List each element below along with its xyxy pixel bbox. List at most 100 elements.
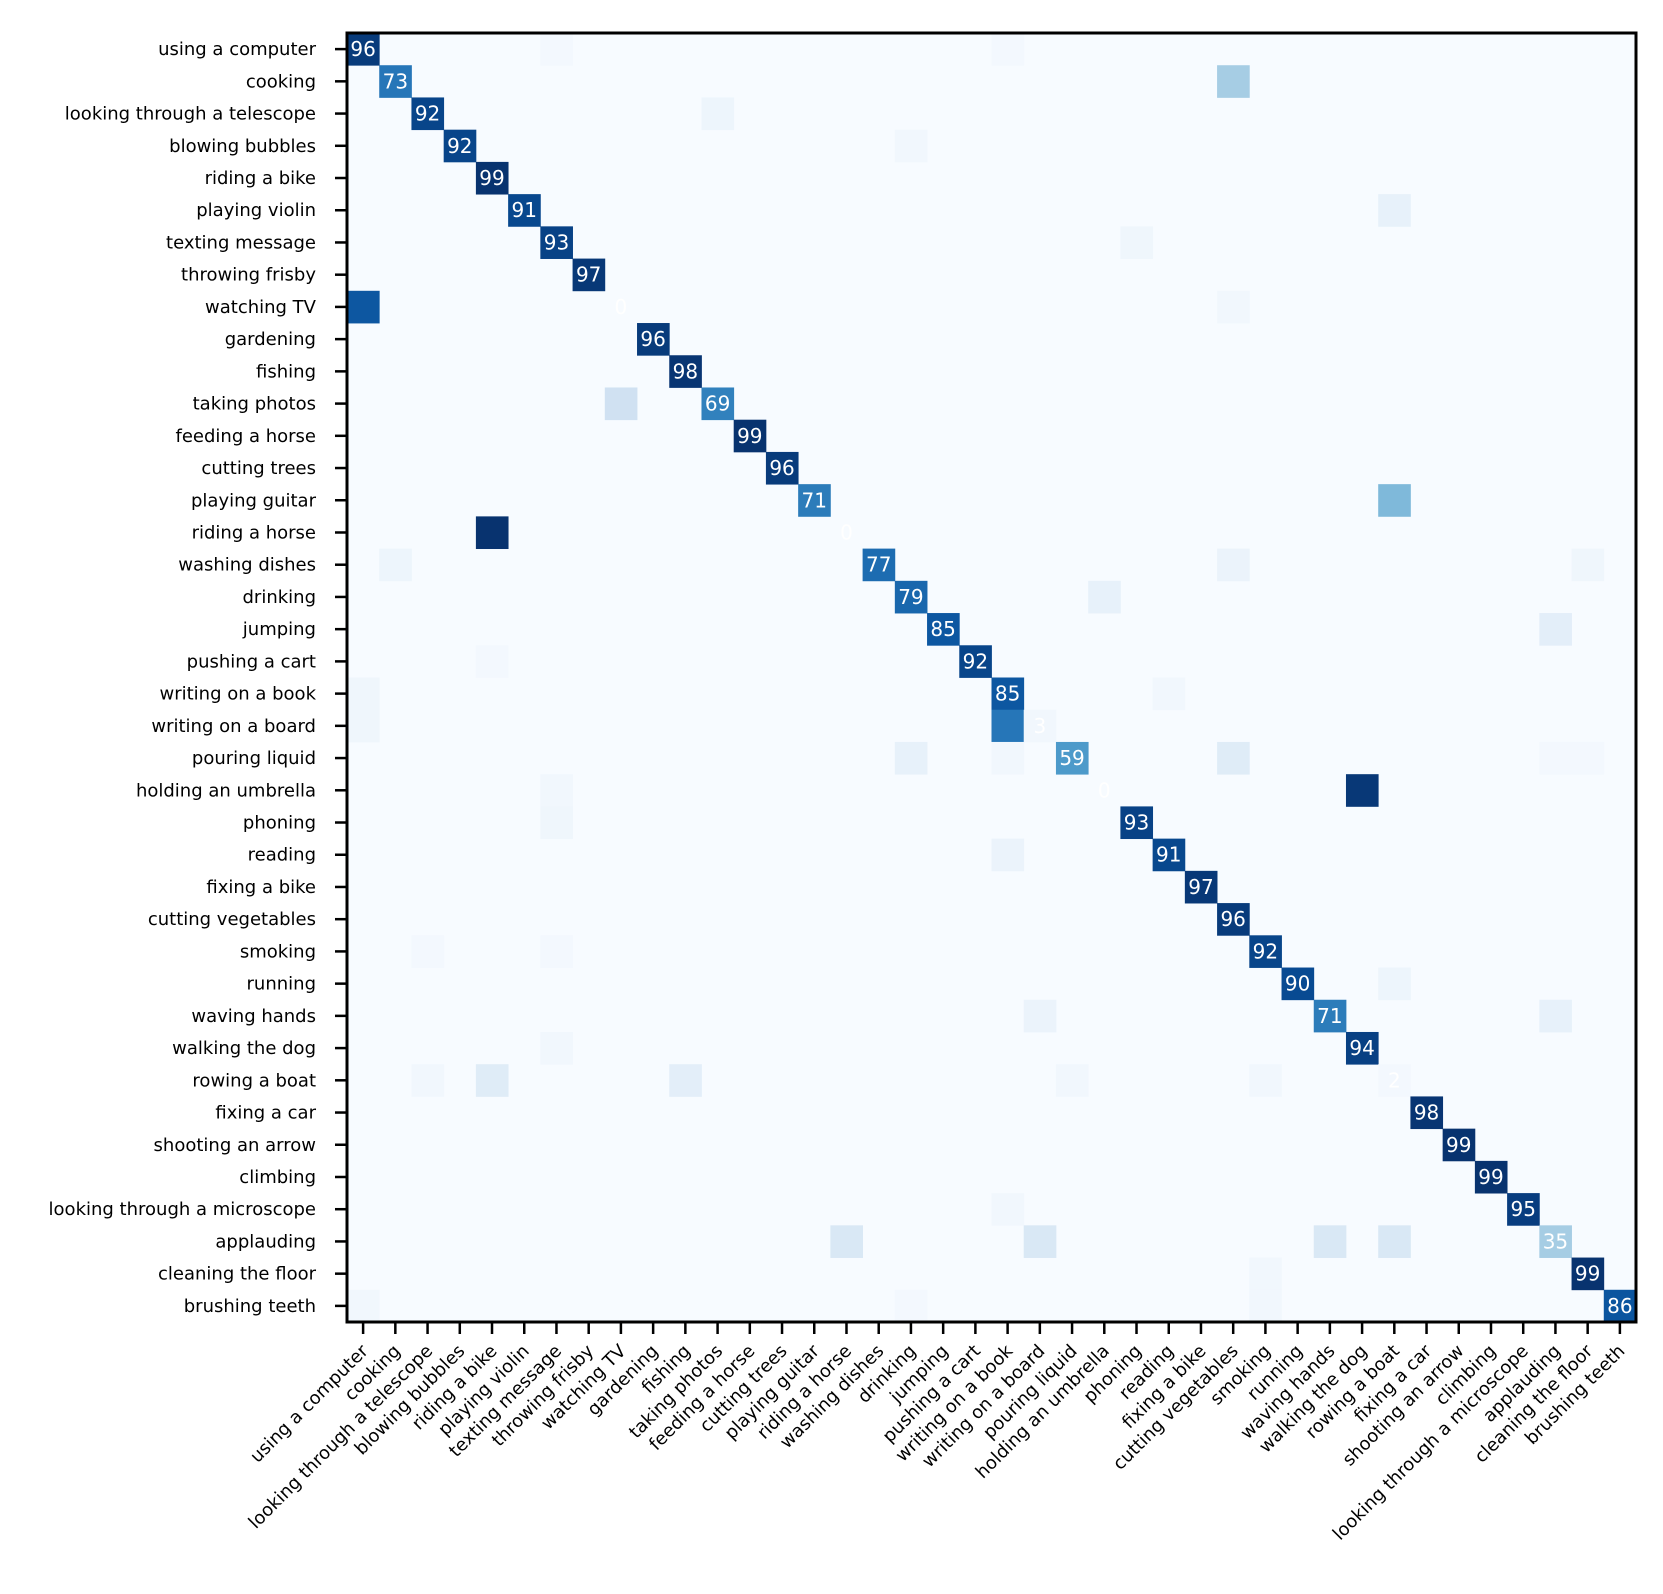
- y-tick-label: gardening: [225, 329, 316, 350]
- heatmap-cell-labels: 96 73 92 92 99 91 93 97 0 96 98 69 99 96 71 0 77 79 85 92 85…: [350, 37, 1632, 1318]
- y-tick-label: writing on a book: [159, 684, 316, 705]
- y-tick-label: taking photos: [193, 394, 316, 415]
- heatmap-cell: [1539, 613, 1572, 646]
- diagonal-value-label: 77: [866, 553, 891, 577]
- heatmap-cell: [1345, 774, 1379, 807]
- heatmap-cell: [991, 1193, 1025, 1226]
- heatmap-cell: [1217, 65, 1250, 98]
- heatmap-cell: [1217, 290, 1250, 324]
- diagonal-value-label: 97: [576, 263, 601, 287]
- plot-frame: [345, 31, 1638, 1324]
- diagonal-value-label: 0: [1098, 778, 1111, 802]
- heatmap-cell: [991, 741, 1025, 775]
- heatmap-cell: [1378, 194, 1411, 227]
- heatmap-cell: [347, 33, 380, 66]
- heatmap-cell: [1345, 1031, 1379, 1065]
- y-tick-label: fixing a car: [215, 1103, 316, 1124]
- y-tick-label: throwing frisby: [181, 265, 316, 286]
- heatmap-cell: [540, 33, 573, 66]
- diagonal-value-label: 69: [705, 392, 730, 416]
- heatmap-cell: [1571, 741, 1605, 775]
- heatmap-cell: [1571, 548, 1605, 582]
- y-tick-label: reading: [248, 845, 316, 866]
- heatmap-cell: [927, 613, 960, 646]
- heatmap-cell: [701, 97, 735, 131]
- y-tick-label: walking the dog: [172, 1038, 316, 1059]
- y-tick-label: phoning: [243, 813, 316, 834]
- heatmap-cell: [1474, 1160, 1508, 1194]
- diagonal-value-label: 35: [1543, 1229, 1568, 1253]
- heatmap-cell: [540, 806, 573, 840]
- diagonal-value-label: 96: [1220, 907, 1245, 931]
- diagonal-value-label: 96: [769, 456, 794, 480]
- heatmap-cell: [1281, 967, 1315, 1001]
- y-tick-label: pouring liquid: [192, 748, 316, 769]
- diagonal-value-label: 71: [1317, 1004, 1342, 1028]
- heatmap-cell: [443, 129, 477, 163]
- diagonal-value-label: 92: [447, 134, 472, 158]
- heatmap-cell: [411, 935, 445, 968]
- y-tick-label: watching TV: [205, 297, 317, 318]
- heatmap-cell: [991, 838, 1025, 872]
- diagonal-value-label: 91: [512, 198, 537, 222]
- diagonal-value-label: 95: [1510, 1197, 1535, 1221]
- diagonal-value-label: 98: [1414, 1101, 1439, 1125]
- diagonal-value-label: 59: [1059, 746, 1084, 770]
- heatmap-cell: [1023, 999, 1057, 1033]
- heatmap-cell: [540, 774, 573, 807]
- diagonal-value-label: 92: [1253, 939, 1278, 963]
- diagonal-value-label: 93: [1124, 811, 1149, 835]
- heatmap-cell: [1249, 1257, 1282, 1291]
- heatmap-cell: [1378, 1225, 1411, 1258]
- heatmap-cell: [1023, 709, 1057, 743]
- y-tick-label: jumping: [242, 619, 316, 640]
- diagonal-value-label: 3: [1033, 714, 1046, 738]
- diagonal-value-label: 94: [1349, 1036, 1374, 1060]
- y-tick-label: running: [247, 974, 316, 995]
- y-tick-label: climbing: [239, 1167, 316, 1188]
- heatmap-cell: [1539, 1225, 1572, 1258]
- heatmap-cell: [1539, 999, 1572, 1033]
- diagonal-value-label: 99: [1575, 1262, 1600, 1286]
- heatmap-cell: [572, 258, 606, 292]
- diagonal-value-label: 97: [1188, 875, 1213, 899]
- diagonal-value-label: 99: [1478, 1165, 1503, 1189]
- y-tick-label: brushing teeth: [184, 1296, 316, 1317]
- diagonal-value-label: 2: [1388, 1068, 1401, 1092]
- diagonal-value-label: 85: [930, 617, 955, 641]
- heatmap-cell: [991, 709, 1025, 743]
- y-tick-label: cooking: [246, 71, 316, 92]
- diagonal-value-label: 71: [802, 488, 827, 512]
- heatmap-cell: [894, 741, 928, 775]
- diagonal-value-label: 98: [673, 359, 698, 383]
- heatmap-cell: [1603, 1289, 1637, 1323]
- heatmap-cell: [1088, 580, 1121, 614]
- heatmap-cell: [1571, 1257, 1605, 1291]
- diagonal-value-label: 85: [995, 682, 1020, 706]
- heatmap-cell: [1217, 548, 1250, 582]
- y-tick-label: washing dishes: [178, 555, 316, 576]
- heatmap-cell: [862, 548, 896, 582]
- heatmap-cell: [1442, 1128, 1476, 1162]
- y-tick-label: applauding: [215, 1231, 316, 1252]
- y-tick-label: looking through a telescope: [65, 104, 316, 125]
- heatmap-cell: [894, 580, 928, 614]
- heatmap-cell: [411, 1064, 445, 1097]
- heatmap-cell: [1507, 1193, 1540, 1226]
- heatmap-cell: [1055, 741, 1089, 775]
- heatmap-cell: [475, 645, 509, 678]
- y-tick-label: drinking: [243, 587, 317, 608]
- y-tick-label: smoking: [240, 941, 316, 962]
- heatmap-cell: [991, 33, 1025, 66]
- y-tick-label: waving hands: [191, 1006, 316, 1027]
- heatmap-cell: [1120, 806, 1154, 840]
- diagonal-value-label: 0: [615, 295, 628, 319]
- diagonal-value-label: 79: [898, 585, 923, 609]
- diagonal-value-label: 93: [544, 230, 569, 254]
- y-tick-label: texting message: [166, 232, 316, 253]
- heatmap-cell: [669, 355, 702, 388]
- diagonal-value-label: 86: [1607, 1294, 1632, 1318]
- heatmap-cell: [1184, 870, 1218, 904]
